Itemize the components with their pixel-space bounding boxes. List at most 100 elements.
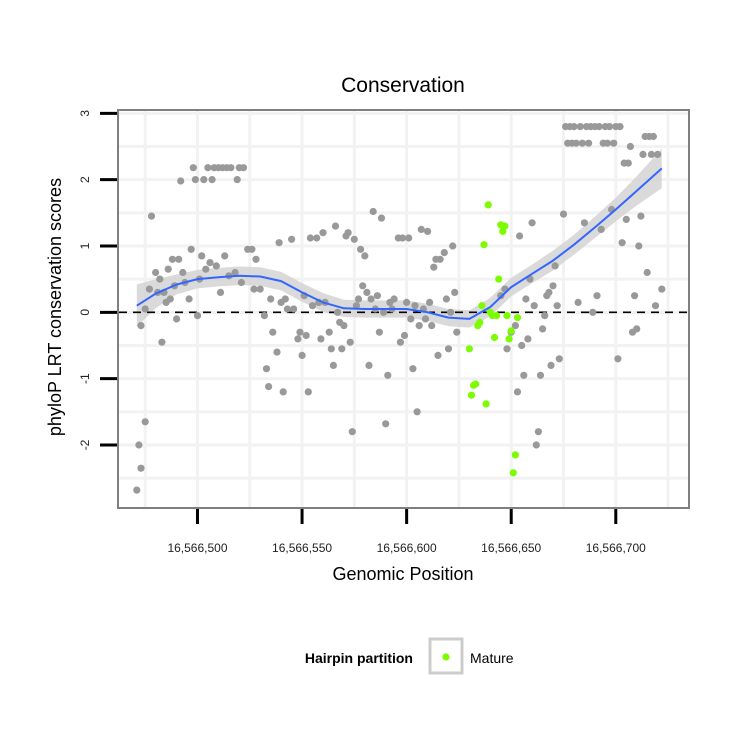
data-point-other	[164, 265, 172, 273]
data-point-other	[221, 252, 229, 260]
data-point-other	[265, 383, 273, 391]
data-point-other	[536, 371, 545, 379]
data-point-other	[137, 464, 145, 472]
data-point-other	[375, 328, 383, 336]
data-point-other	[503, 345, 511, 353]
data-point-other	[373, 292, 381, 300]
data-point-other	[605, 123, 614, 131]
data-point-other	[589, 308, 597, 316]
data-point-other	[453, 328, 461, 336]
data-point-other	[304, 388, 312, 396]
data-point-other	[145, 285, 153, 293]
data-point-other	[185, 295, 193, 303]
data-point-other	[430, 263, 438, 271]
data-point-other	[390, 295, 398, 303]
data-point-other	[208, 176, 216, 184]
x-tick-label: 16,566,600	[377, 541, 437, 555]
data-point-other	[137, 322, 145, 330]
y-tick-label: 3	[78, 110, 92, 117]
confidence-band-layer	[136, 148, 662, 328]
data-point-other	[252, 255, 260, 263]
data-point-other	[206, 259, 214, 267]
data-point-other	[574, 298, 582, 306]
data-point-other	[570, 123, 578, 131]
data-point-other	[357, 245, 365, 253]
y-tick-label: 2	[78, 176, 92, 183]
confidence-band	[136, 148, 662, 328]
data-point-other	[576, 123, 584, 131]
data-point-other	[547, 361, 555, 369]
data-point-other	[340, 322, 348, 330]
data-point-other	[631, 292, 639, 300]
data-point-other	[294, 335, 302, 343]
data-point-other	[649, 132, 658, 141]
data-point-other	[405, 234, 413, 242]
data-point-other	[288, 235, 296, 243]
data-point-other	[237, 278, 245, 287]
data-point-other	[133, 486, 141, 494]
data-point-other	[539, 325, 547, 333]
data-point-other	[551, 262, 559, 270]
data-point-other	[633, 325, 641, 333]
data-point-other	[637, 212, 645, 220]
data-point-mature	[505, 335, 513, 343]
data-point-other	[233, 176, 241, 184]
data-point-other	[610, 139, 618, 147]
points-layer	[133, 123, 666, 494]
data-point-other	[334, 308, 342, 316]
data-point-other	[262, 365, 271, 373]
x-tick-label: 16,566,700	[586, 541, 646, 555]
x-axis-title: Genomic Position	[332, 564, 473, 584]
data-point-other	[518, 341, 526, 350]
data-point-other	[417, 225, 425, 233]
data-point-other	[227, 164, 235, 172]
data-point-other	[365, 361, 373, 369]
data-point-mature	[501, 222, 509, 230]
data-point-mature	[467, 391, 476, 399]
x-tick-label: 16,566,550	[272, 541, 332, 555]
data-point-other	[534, 428, 543, 436]
data-point-mature	[509, 469, 517, 477]
data-point-mature	[484, 201, 492, 209]
data-point-other	[424, 227, 432, 235]
data-point-other	[549, 282, 557, 290]
data-point-other	[541, 312, 549, 320]
data-point-other	[231, 268, 239, 277]
data-point-other	[434, 351, 442, 359]
data-point-other	[331, 222, 340, 230]
data-point-other	[156, 275, 164, 283]
data-point-other	[189, 164, 197, 172]
data-point-other	[135, 441, 143, 449]
data-point-other	[187, 245, 195, 253]
data-point-other	[248, 245, 256, 253]
data-point-other	[141, 305, 149, 313]
data-point-other	[319, 229, 327, 237]
data-point-other	[603, 139, 612, 147]
data-point-mature	[482, 400, 490, 408]
data-point-other	[440, 249, 448, 257]
data-point-other	[191, 176, 199, 184]
data-point-other	[348, 428, 356, 436]
data-point-other	[329, 361, 337, 369]
data-point-other	[647, 150, 656, 158]
data-point-other	[426, 298, 434, 306]
data-point-other	[290, 305, 298, 313]
data-point-other	[513, 388, 522, 396]
data-point-other	[449, 242, 457, 250]
data-point-other	[363, 288, 371, 296]
data-point-other	[239, 164, 248, 172]
data-point-other	[530, 302, 538, 310]
data-point-other	[179, 268, 187, 277]
data-point-other	[522, 295, 530, 303]
legend-label-mature: Mature	[470, 650, 514, 666]
data-point-other	[415, 322, 423, 330]
legend-title: Hairpin partition	[305, 650, 413, 666]
data-point-other	[141, 418, 149, 426]
data-point-other	[177, 177, 185, 185]
smooth-trend-line	[136, 167, 663, 320]
data-point-other	[409, 365, 417, 373]
data-point-other	[545, 288, 553, 296]
data-point-other	[198, 252, 206, 260]
data-point-other	[528, 219, 536, 227]
